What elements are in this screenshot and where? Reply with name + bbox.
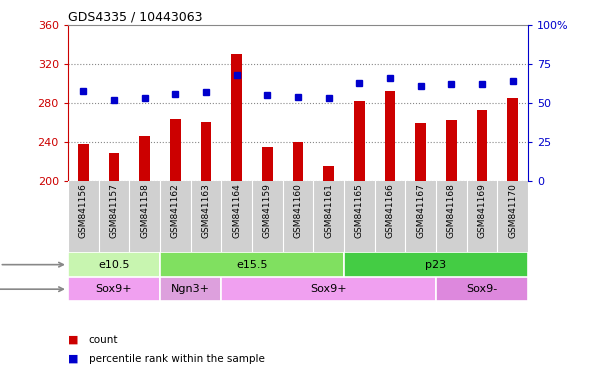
Bar [78,144,88,181]
Bar [507,98,518,181]
Text: GSM841164: GSM841164 [232,183,241,238]
Text: age: age [0,260,63,270]
Bar [446,119,457,181]
Text: GSM841156: GSM841156 [78,183,88,238]
Bar [160,277,221,301]
Text: GSM841166: GSM841166 [385,183,395,238]
Bar [415,122,426,181]
Bar [231,54,242,181]
Text: GSM841160: GSM841160 [293,183,303,238]
Text: GSM841165: GSM841165 [355,183,364,238]
Text: GSM841168: GSM841168 [447,183,456,238]
Bar [109,153,119,181]
Text: Ngn3+: Ngn3+ [171,284,210,294]
Text: GSM841163: GSM841163 [201,183,211,238]
Bar [354,101,365,181]
Bar [262,147,273,181]
Bar [160,252,344,277]
Text: GSM841157: GSM841157 [109,183,119,238]
Bar [385,91,395,181]
Text: ■: ■ [68,354,78,364]
Text: e10.5: e10.5 [98,260,130,270]
Bar [477,110,487,181]
Bar [221,277,436,301]
Text: GDS4335 / 10443063: GDS4335 / 10443063 [68,11,202,24]
Text: GSM841169: GSM841169 [477,183,487,238]
Bar [323,166,334,181]
Text: Sox9-: Sox9- [467,284,497,294]
Text: GSM841158: GSM841158 [140,183,149,238]
Text: GSM841170: GSM841170 [508,183,517,238]
Text: GSM841161: GSM841161 [324,183,333,238]
Text: count: count [88,335,118,345]
Text: p23: p23 [425,260,447,270]
Bar [201,121,211,181]
Bar [170,119,181,181]
Bar [344,252,528,277]
Text: e15.5: e15.5 [236,260,268,270]
Bar [68,252,160,277]
Text: Sox9+: Sox9+ [310,284,347,294]
Text: GSM841162: GSM841162 [171,183,180,238]
Text: Sox9+: Sox9+ [96,284,132,294]
Text: GSM841167: GSM841167 [416,183,425,238]
Bar [293,142,303,181]
Text: GSM841159: GSM841159 [263,183,272,238]
Bar [436,277,528,301]
Text: cell type: cell type [0,284,63,294]
Text: ■: ■ [68,335,78,345]
Text: percentile rank within the sample: percentile rank within the sample [88,354,264,364]
Bar [68,277,160,301]
Bar [139,136,150,181]
